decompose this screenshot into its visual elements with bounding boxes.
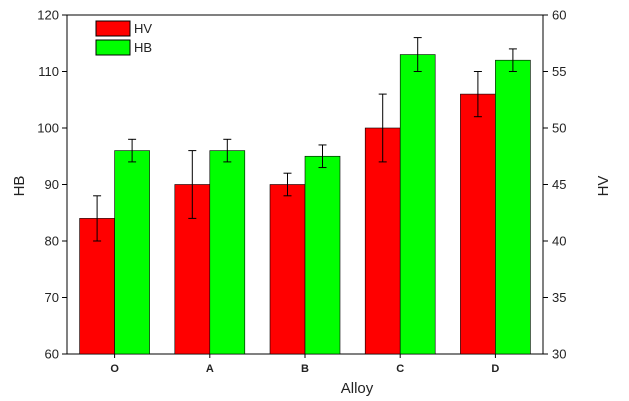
legend-swatch-hv [95,20,131,37]
x-tick-label-a: A [206,363,214,375]
left-tick-label: 100 [37,121,59,136]
error-bar-hv-o [93,195,102,242]
right-y-axis: 30 35 40 45 50 55 60 [543,8,566,362]
error-bar-hb-d [508,48,517,72]
bar-hb-c [399,54,436,355]
right-y-axis-title: HV [595,176,612,197]
right-tick-label: 50 [552,121,566,136]
error-bars-layer [93,37,517,242]
bars-layer [79,54,531,355]
legend-label-hv: HV [134,21,152,36]
right-tick-label: 45 [552,177,566,192]
right-tick-label: 30 [552,347,566,362]
error-bar-hv-c [378,93,387,163]
right-tick-label: 40 [552,234,566,249]
error-bar-hb-a [223,138,232,163]
error-bar-hv-a [188,150,197,219]
left-tick-label: 90 [45,177,59,192]
bar-hb-b [304,155,341,355]
x-axis-title: Alloy [341,380,374,397]
left-tick-label: 80 [45,234,59,249]
right-tick-label: 55 [552,64,566,79]
x-tick-label-d: D [491,363,499,375]
left-tick-label: 120 [37,8,59,23]
x-tick-label-o: O [110,363,119,375]
left-y-axis-title: HB [11,176,28,197]
legend-label-hb: HB [134,40,152,55]
left-tick-label: 110 [38,64,59,79]
right-tick-label: 35 [552,290,566,305]
legend: HV HB [95,20,152,56]
error-bar-hb-b [318,144,327,169]
x-tick-label-c: C [396,363,404,375]
error-bar-hb-o [128,138,137,163]
legend-swatch-hb [95,39,131,56]
left-tick-label: 60 [45,347,59,362]
bar-hb-a [209,150,246,355]
bar-hb-d [495,59,531,355]
bar-hb-o [114,150,150,355]
right-tick-label: 60 [552,8,566,23]
bar-hv-d [460,93,496,355]
error-bar-hv-b [283,172,292,197]
bar-hv-b [269,184,306,355]
left-y-axis: 60 70 80 90 100 110 120 [37,8,67,362]
error-bar-hv-d [473,71,482,118]
left-tick-label: 70 [45,290,59,305]
error-bar-hb-c [413,37,422,72]
x-tick-label-b: B [301,363,309,375]
